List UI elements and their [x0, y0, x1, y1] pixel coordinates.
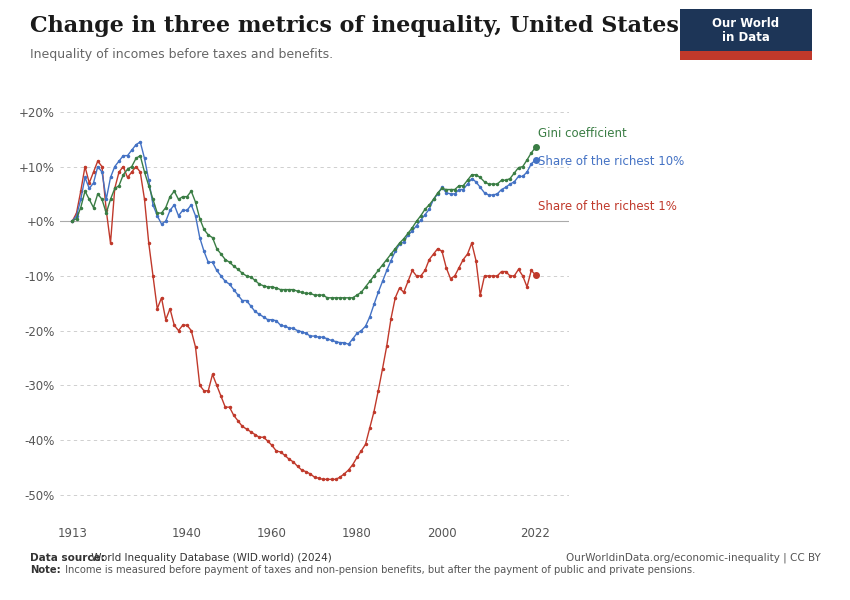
Text: Inequality of incomes before taxes and benefits.: Inequality of incomes before taxes and b… [30, 48, 333, 61]
Text: OurWorldinData.org/economic-inequality | CC BY: OurWorldinData.org/economic-inequality |… [565, 552, 820, 563]
Text: Share of the richest 10%: Share of the richest 10% [537, 155, 684, 167]
Text: Note:: Note: [30, 565, 60, 575]
Text: Share of the richest 1%: Share of the richest 1% [537, 200, 677, 213]
Text: Change in three metrics of inequality, United States: Change in three metrics of inequality, U… [30, 15, 678, 37]
Text: Income is measured before payment of taxes and non-pension benefits, but after t: Income is measured before payment of tax… [62, 565, 695, 575]
Text: in Data: in Data [722, 31, 770, 44]
Text: World Inequality Database (WID.world) (2024): World Inequality Database (WID.world) (2… [88, 553, 332, 563]
Text: Gini coefficient: Gini coefficient [537, 127, 626, 140]
Text: Our World: Our World [712, 17, 779, 30]
Text: Data source:: Data source: [30, 553, 105, 563]
